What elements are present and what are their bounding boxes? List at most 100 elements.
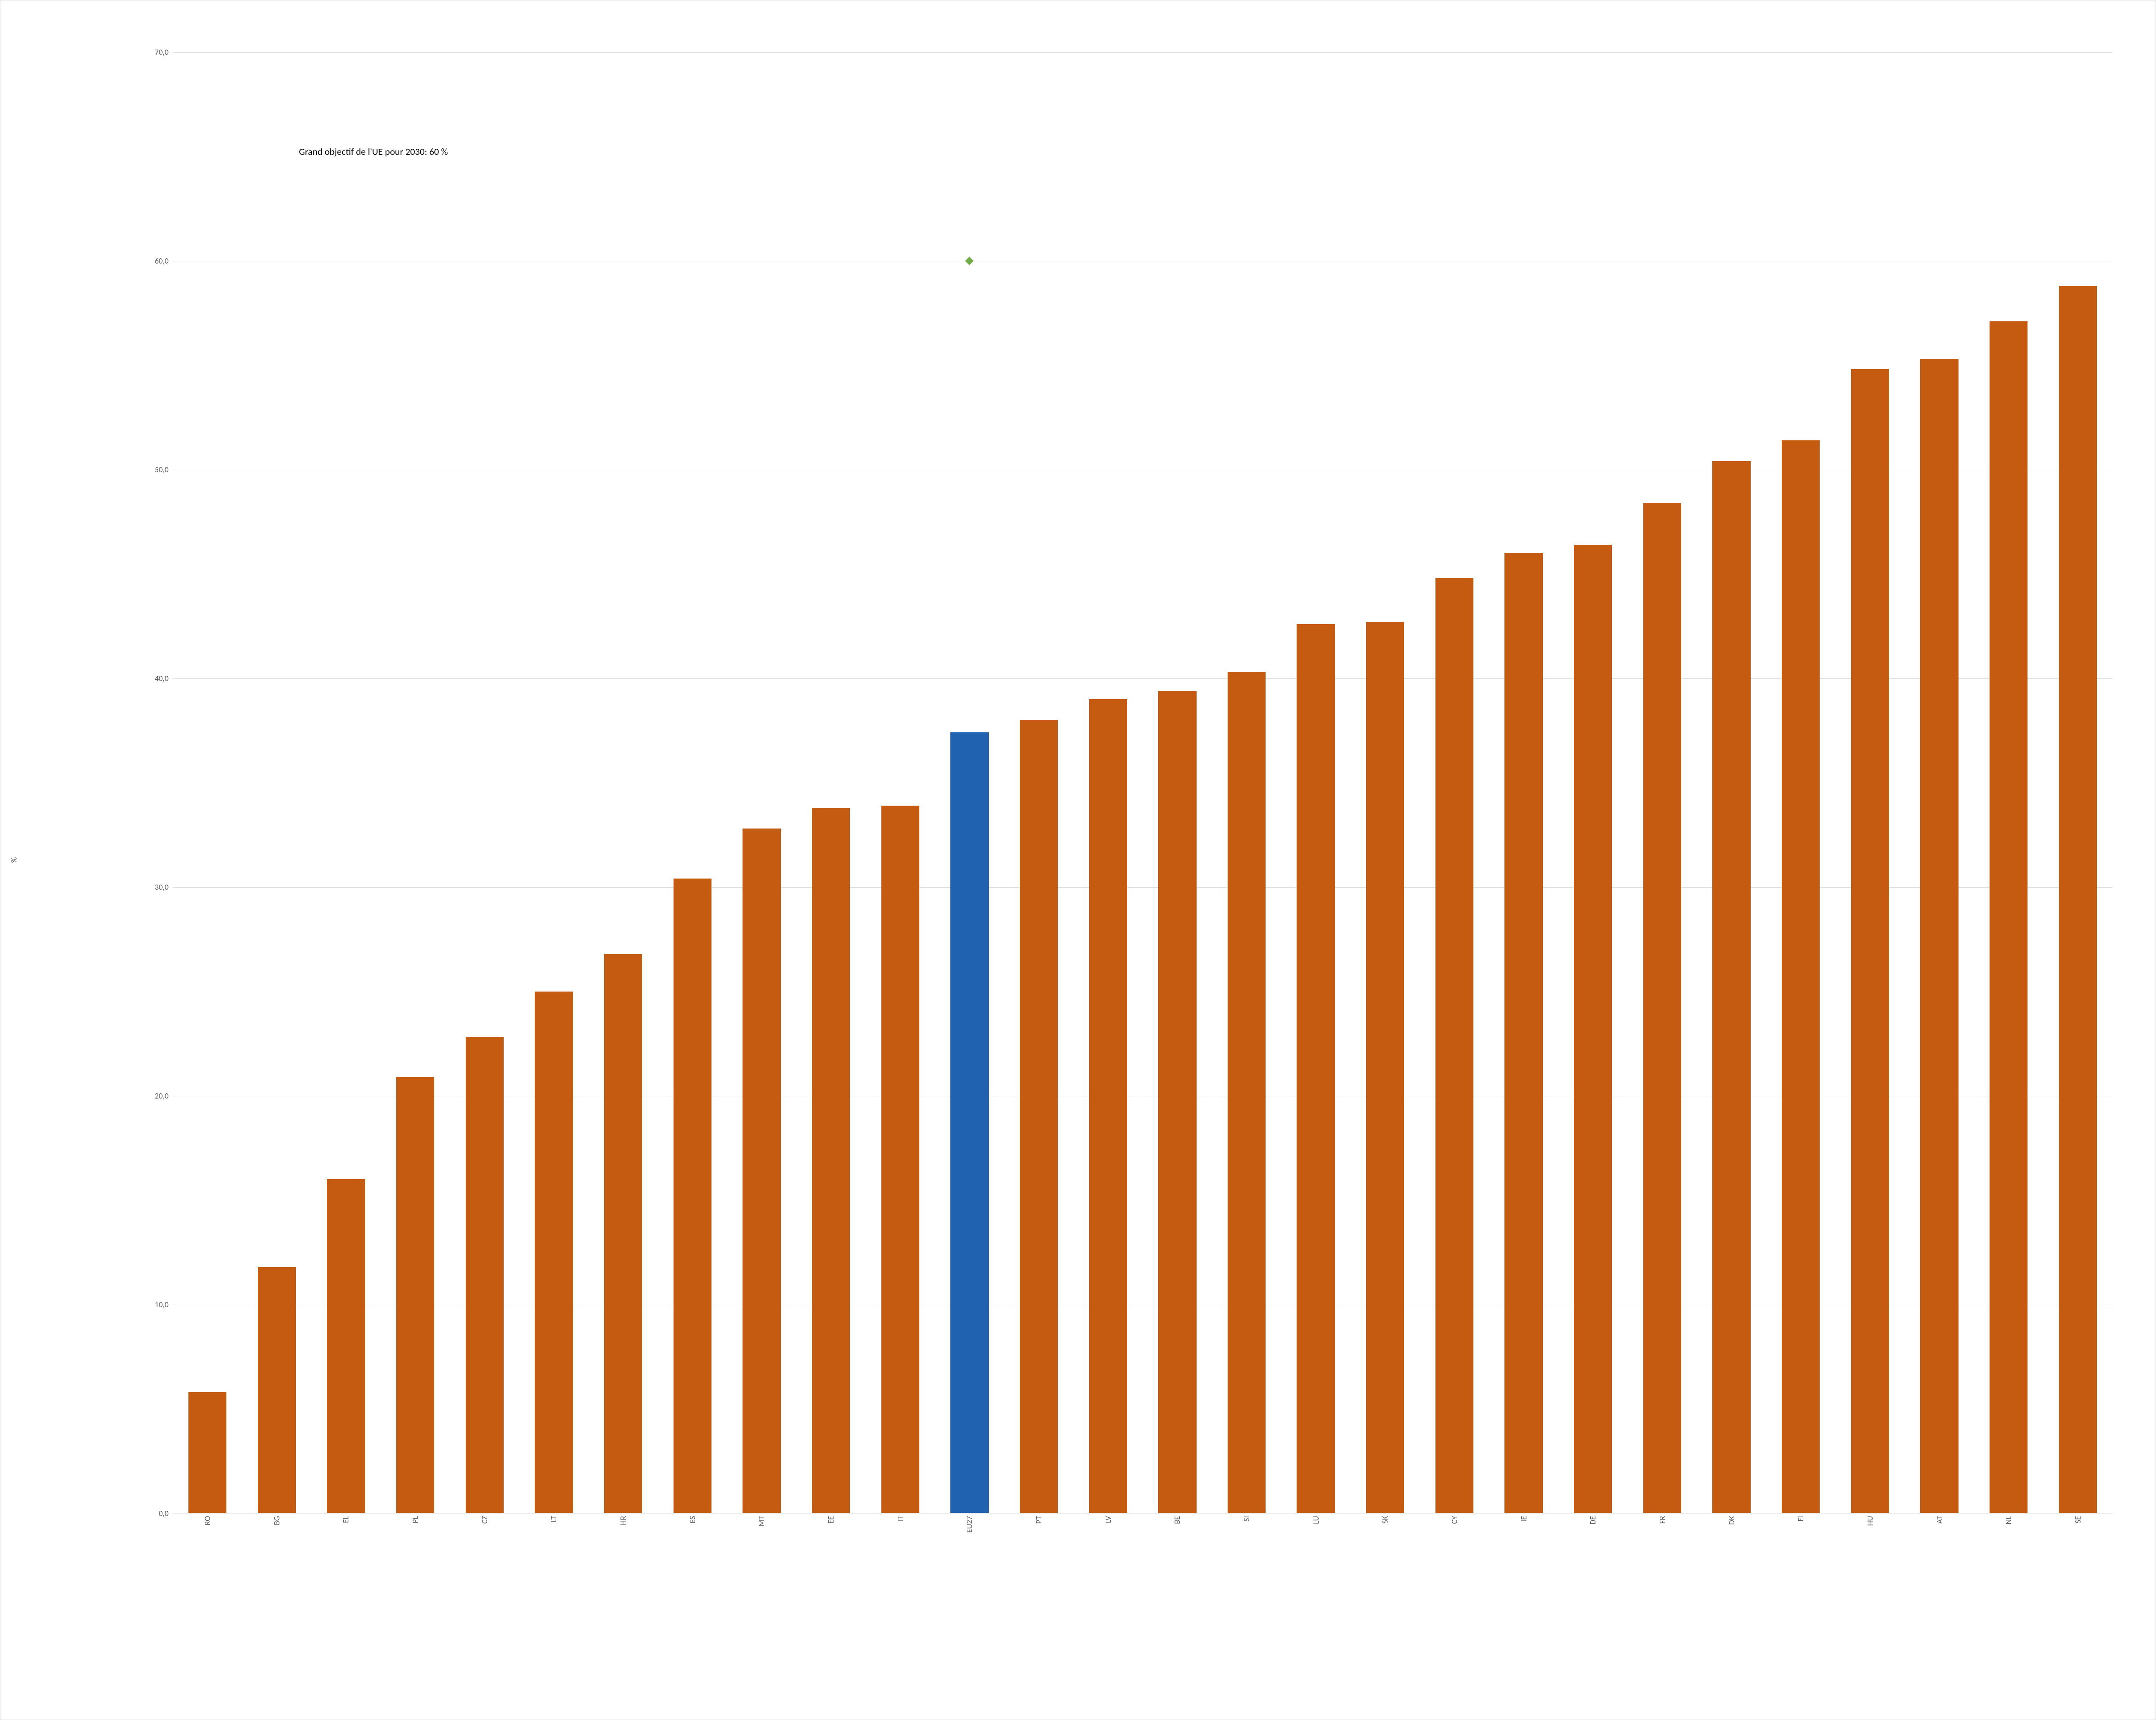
bar-slot xyxy=(1766,52,1836,1513)
x-label-slot: EL xyxy=(311,1513,381,1720)
y-tick-label: 30,0 xyxy=(155,882,169,892)
bar-LT xyxy=(535,992,573,1513)
bar-CY xyxy=(1435,578,1473,1513)
x-label-slot: SK xyxy=(1351,1513,1420,1720)
x-label-slot: FI xyxy=(1766,1513,1836,1720)
x-tick-label: DE xyxy=(1588,1516,1598,1525)
x-tick-label: NL xyxy=(2004,1516,2013,1524)
x-label-slot: LT xyxy=(519,1513,589,1720)
bar-SI xyxy=(1228,672,1266,1513)
bar-slot xyxy=(1558,52,1628,1513)
x-tick-label: SK xyxy=(1380,1516,1390,1524)
bar-slot xyxy=(589,52,658,1513)
x-tick-label: HU xyxy=(1865,1516,1875,1526)
bar-slot xyxy=(1489,52,1558,1513)
bar-slot xyxy=(1905,52,1974,1513)
bar-slot xyxy=(1281,52,1351,1513)
bar-slot xyxy=(935,52,1004,1513)
x-label-slot: PT xyxy=(1004,1513,1074,1720)
bar-slot xyxy=(381,52,450,1513)
x-label-slot: HR xyxy=(589,1513,658,1720)
bar-PL xyxy=(396,1077,434,1513)
bar-BG xyxy=(258,1267,296,1513)
x-label-slot: MT xyxy=(727,1513,796,1720)
bar-HU xyxy=(1851,369,1889,1513)
x-tick-label: EU27 xyxy=(965,1516,974,1533)
x-label-slot: IT xyxy=(865,1513,935,1720)
bar-slot xyxy=(450,52,519,1513)
x-tick-label: ES xyxy=(688,1516,697,1523)
bar-PT xyxy=(1020,720,1058,1513)
bar-slot xyxy=(1697,52,1766,1513)
bar-slot xyxy=(1073,52,1143,1513)
x-label-slot: FR xyxy=(1628,1513,1697,1720)
bar-FR xyxy=(1643,503,1681,1513)
y-tick-label: 20,0 xyxy=(155,1091,169,1101)
x-tick-label: MT xyxy=(757,1516,766,1526)
x-tick-label: RO xyxy=(203,1516,212,1525)
x-tick-label: IT xyxy=(896,1516,905,1522)
x-tick-label: PT xyxy=(1034,1516,1044,1524)
bar-EE xyxy=(812,808,850,1513)
bar-slot xyxy=(242,52,311,1513)
bar-chart: % 0,010,020,030,040,050,060,070,0 Grand … xyxy=(0,0,2156,1720)
bar-IT xyxy=(881,806,919,1513)
bar-SE xyxy=(2059,286,2097,1513)
y-tick-label: 60,0 xyxy=(155,256,169,266)
bar-IE xyxy=(1504,553,1542,1513)
bar-slot xyxy=(1212,52,1282,1513)
x-label-slot: ES xyxy=(658,1513,727,1720)
x-axis-labels: ROBGELPLCZLTHRESMTEEITEU27PTLVBESILUSKCY… xyxy=(173,1513,2112,1720)
x-tick-label: HR xyxy=(618,1516,628,1525)
y-tick-label: 40,0 xyxy=(155,674,169,683)
x-tick-label: BG xyxy=(272,1516,282,1525)
bar-slot xyxy=(2043,52,2113,1513)
y-axis: 0,010,020,030,040,050,060,070,0 xyxy=(0,52,173,1513)
bar-DE xyxy=(1574,545,1612,1513)
x-label-slot: SI xyxy=(1212,1513,1282,1720)
bar-slot xyxy=(1004,52,1074,1513)
x-label-slot: SE xyxy=(2043,1513,2113,1720)
x-tick-label: CY xyxy=(1450,1516,1459,1524)
bar-slot xyxy=(1143,52,1212,1513)
x-tick-label: FR xyxy=(1658,1516,1667,1524)
bar-EL xyxy=(327,1179,365,1513)
x-label-slot: EE xyxy=(796,1513,866,1720)
chart-annotation: Grand objectif de l'UE pour 2030: 60 % xyxy=(299,146,448,157)
y-tick-label: 50,0 xyxy=(155,465,169,474)
bar-EU27 xyxy=(950,732,988,1513)
bar-SK xyxy=(1366,622,1404,1513)
x-label-slot: HU xyxy=(1836,1513,1905,1720)
x-tick-label: LU xyxy=(1311,1516,1321,1524)
x-tick-label: IE xyxy=(1519,1516,1529,1522)
x-label-slot: NL xyxy=(1974,1513,2043,1720)
bars-group xyxy=(173,52,2112,1513)
x-label-slot: IE xyxy=(1489,1513,1558,1720)
x-tick-label: EL xyxy=(341,1516,351,1523)
x-label-slot: EU27 xyxy=(935,1513,1004,1720)
bar-LV xyxy=(1089,699,1127,1513)
bar-slot xyxy=(1420,52,1489,1513)
bar-DK xyxy=(1712,461,1750,1513)
bar-RO xyxy=(188,1392,226,1513)
x-tick-label: DK xyxy=(1727,1516,1736,1525)
bar-slot xyxy=(658,52,727,1513)
bar-FI xyxy=(1782,440,1820,1513)
x-tick-label: LV xyxy=(1103,1516,1113,1523)
bar-NL xyxy=(1990,321,2028,1513)
x-label-slot: DK xyxy=(1697,1513,1766,1720)
bar-slot xyxy=(796,52,866,1513)
bar-LU xyxy=(1297,624,1335,1513)
x-label-slot: BG xyxy=(242,1513,311,1720)
bar-slot xyxy=(727,52,796,1513)
x-label-slot: DE xyxy=(1558,1513,1628,1720)
bar-slot xyxy=(1628,52,1697,1513)
x-tick-label: BE xyxy=(1172,1516,1182,1524)
bar-ES xyxy=(674,879,711,1513)
bar-slot xyxy=(1351,52,1420,1513)
bar-slot xyxy=(865,52,935,1513)
x-label-slot: AT xyxy=(1905,1513,1974,1720)
bar-slot xyxy=(1974,52,2043,1513)
bar-BE xyxy=(1158,691,1196,1513)
bar-slot xyxy=(311,52,381,1513)
